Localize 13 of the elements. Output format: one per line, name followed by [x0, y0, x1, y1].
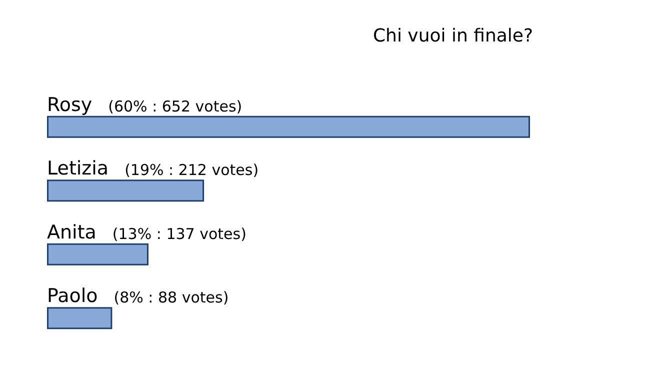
y-tick-label: Paolo: [47, 285, 98, 308]
data-label: (8% : 88 votes): [114, 288, 229, 307]
y-tick-label: Letizia: [47, 158, 109, 180]
y-tick-label: Rosy: [47, 94, 92, 116]
data-label: (19% : 212 votes): [124, 161, 259, 180]
data-label: (60% : 652 votes): [108, 97, 242, 116]
y-tick-label: Anita: [47, 221, 96, 244]
bar: [47, 116, 530, 138]
chart-title: Chi vuoi in finale?: [372, 26, 534, 46]
data-label: (13% : 137 votes): [112, 224, 246, 243]
bar: [47, 180, 204, 202]
bar: [47, 307, 112, 330]
bar: [47, 243, 148, 266]
